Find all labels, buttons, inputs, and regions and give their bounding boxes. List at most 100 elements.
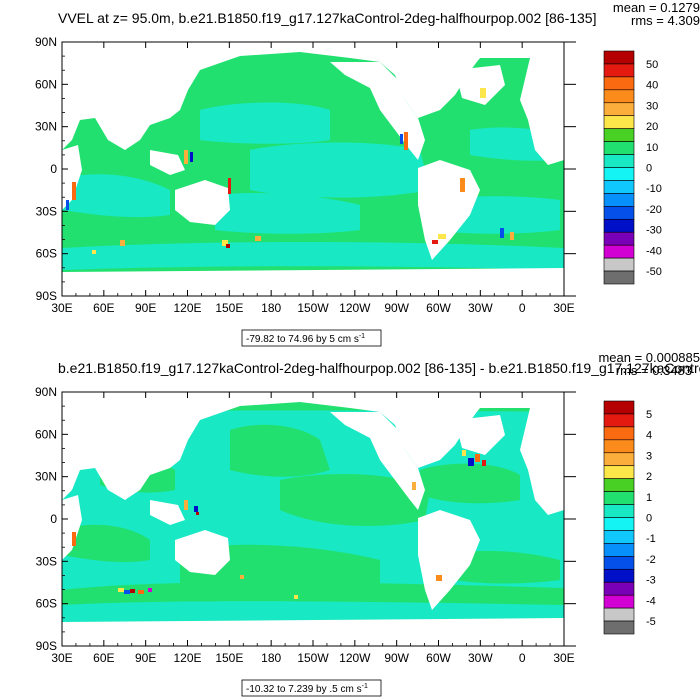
land-antarctica-top bbox=[62, 268, 564, 296]
x-tick-label: 30E bbox=[51, 651, 72, 665]
x-tick-label: 30E bbox=[51, 301, 72, 315]
land-eurasia-top bbox=[62, 42, 564, 150]
x-tick-label: 150W bbox=[297, 301, 329, 315]
y-tick-label: 0 bbox=[50, 512, 57, 526]
x-tick-label: 60E bbox=[93, 301, 114, 315]
chart-title-top: VVEL at z= 95.0m, b.e21.B1850.f19_g17.12… bbox=[58, 10, 597, 26]
x-axis-top: 30E 60E 90E 120E 150E 180 150W 120W 90W 60W 30W 0 30… bbox=[51, 42, 575, 315]
y-tick-label: 90S bbox=[36, 639, 57, 653]
x-tick-label: 90E bbox=[135, 651, 156, 665]
y-tick-label: 0 bbox=[50, 162, 57, 176]
chart-title-bottom: b.e21.B1850.f19_g17.127kaControl-2deg-ha… bbox=[58, 360, 700, 376]
panel-top: 30E 60E 90E 120E 150E 180 150W 120W 90W 60W 30W 0 30… bbox=[35, 0, 700, 347]
map-field-bottom bbox=[62, 392, 564, 646]
land-africa-bottom bbox=[62, 495, 82, 560]
colorbar-swatch bbox=[603, 50, 635, 65]
colorbar-swatch bbox=[603, 128, 635, 142]
colorbar-swatch bbox=[603, 89, 635, 104]
range-box-frame-top bbox=[241, 329, 382, 347]
y-axis-bottom: 90N 60N 30N 0 30S 60S 90S bbox=[35, 385, 576, 653]
land-northamerica-bottom bbox=[330, 412, 425, 510]
colorbar-swatch bbox=[603, 491, 635, 505]
land-europe-bottom bbox=[520, 408, 564, 515]
mean-stat-top: mean = 0.1279 bbox=[613, 0, 700, 15]
mean-stat-bottom: mean = 0.000885 bbox=[598, 350, 700, 365]
colorbar-label: 1 bbox=[646, 492, 652, 504]
panel-bottom: 30E 60E 90E 120E 150E 180 150W 120W 90W 60W 30W 0 30… bbox=[35, 350, 700, 697]
x-tick-label: 180 bbox=[261, 301, 281, 315]
x-tick-label: 120E bbox=[173, 301, 201, 315]
colorbar-label: -1 bbox=[646, 533, 656, 545]
colorbar-swatch bbox=[603, 400, 635, 415]
rms-stat-bottom: rms = 0.3483 bbox=[616, 363, 692, 378]
y-axis-top: 90N 60N 30N 0 30S 60S 90S bbox=[35, 35, 576, 303]
colorbar-label: -3 bbox=[646, 575, 656, 587]
colorbar-swatch bbox=[603, 517, 635, 531]
land-greenland-bottom bbox=[455, 415, 505, 455]
land-seasia-top bbox=[150, 150, 185, 175]
x-tick-label: 120W bbox=[339, 651, 371, 665]
x-tick-label: 120W bbox=[339, 301, 371, 315]
colorbar-swatch bbox=[603, 543, 635, 557]
colorbar-swatch bbox=[603, 102, 635, 117]
range-label-top: -79.82 to 74.96 by 5 cm s-1 bbox=[246, 333, 365, 345]
land-eurasia-bottom bbox=[62, 392, 564, 500]
colorbar-swatch bbox=[603, 568, 635, 583]
anomaly-spots-bottom bbox=[72, 450, 486, 599]
x-tick-label: 180 bbox=[261, 651, 281, 665]
colorbar-swatch bbox=[603, 413, 635, 428]
y-tick-label: 90S bbox=[36, 289, 57, 303]
colorbar-label: 10 bbox=[646, 142, 658, 154]
colorbar-label: 2 bbox=[646, 471, 652, 483]
colorbar-swatch bbox=[603, 556, 635, 570]
x-tick-label: 30W bbox=[468, 301, 493, 315]
colorbar-swatch bbox=[603, 426, 635, 441]
x-tick-label: 30E bbox=[553, 651, 574, 665]
x-tick-label: 150W bbox=[297, 651, 329, 665]
colorbar-swatch bbox=[603, 530, 635, 544]
x-tick-label: 90W bbox=[384, 651, 409, 665]
y-tick-label: 60N bbox=[35, 427, 57, 441]
y-tick-label: 60S bbox=[36, 597, 57, 611]
colorbar-label: -50 bbox=[646, 266, 662, 278]
colorbar-swatch bbox=[603, 504, 635, 518]
colorbar-swatch bbox=[603, 231, 635, 246]
x-tick-label: 0 bbox=[519, 651, 526, 665]
colorbar-swatch bbox=[603, 167, 635, 181]
colorbar-swatch bbox=[603, 206, 635, 220]
colorbar-label: 3 bbox=[646, 450, 652, 462]
colorbar-label: 0 bbox=[646, 163, 652, 175]
colorbar-swatch bbox=[603, 465, 635, 479]
colorbar-swatch bbox=[603, 244, 635, 259]
range-box-frame-bottom bbox=[241, 679, 382, 697]
colorbar-swatch bbox=[603, 76, 635, 91]
y-tick-label: 30S bbox=[36, 554, 57, 568]
land-seasia-bottom bbox=[150, 500, 185, 525]
colorbar-label: -20 bbox=[646, 204, 662, 216]
colorbar-swatch bbox=[603, 478, 635, 492]
map-field-top bbox=[62, 42, 564, 296]
land-antarctica-bottom bbox=[62, 618, 564, 646]
colorbar-label: -10 bbox=[646, 183, 662, 195]
y-tick-label: 90N bbox=[35, 35, 57, 49]
colorbar-top: 50 40 30 20 10 0 -10 -20 -30 -40 -50 bbox=[603, 50, 662, 285]
y-tick-label: 30S bbox=[36, 204, 57, 218]
colorbar-swatch bbox=[603, 180, 635, 194]
x-tick-label: 60W bbox=[426, 651, 451, 665]
colorbar-label: 30 bbox=[646, 100, 658, 112]
range-box-top: -79.82 to 74.96 by 5 cm s-1 bbox=[241, 329, 382, 347]
colorbar-swatch bbox=[603, 607, 635, 622]
land-australia-top bbox=[175, 180, 230, 225]
y-tick-label: 90N bbox=[35, 385, 57, 399]
colorbar-bottom: 5 4 3 2 1 0 -1 -2 -3 -4 -5 bbox=[603, 400, 656, 635]
colorbar-label: -4 bbox=[646, 595, 656, 607]
land-europe-top bbox=[520, 58, 564, 165]
colorbar-swatch bbox=[603, 257, 635, 272]
colorbar-swatch bbox=[603, 439, 635, 454]
colorbar-swatch bbox=[603, 218, 635, 233]
rms-stat-top: rms = 4.309 bbox=[631, 13, 700, 28]
land-bottom bbox=[62, 392, 564, 646]
colorbar-swatch bbox=[603, 193, 635, 207]
colorbar-swatch bbox=[603, 620, 635, 635]
colorbar-label: 20 bbox=[646, 121, 658, 133]
